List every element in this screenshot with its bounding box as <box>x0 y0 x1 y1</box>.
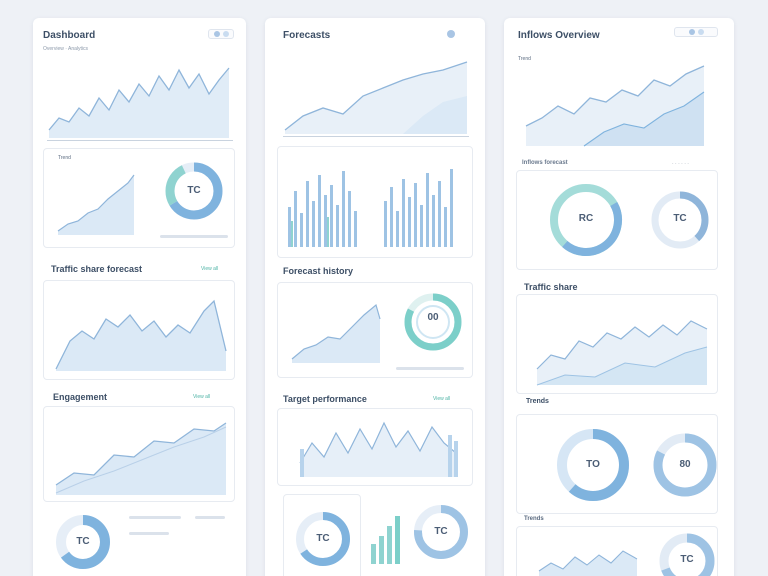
view-all-link[interactable]: View all <box>193 394 211 400</box>
donut-chart-3 <box>404 293 462 351</box>
donut-label: TC <box>76 536 90 547</box>
small-line-chart <box>291 303 381 363</box>
settings-icon[interactable] <box>688 29 695 35</box>
card-inflows <box>516 294 718 394</box>
legend-bar <box>160 235 228 238</box>
panel-title: Inflows Overview <box>518 30 600 41</box>
legend-bar <box>195 516 225 519</box>
panel-column-1: Dashboard Overview · Analytics Trend TC <box>33 18 246 576</box>
donut-label: TC <box>680 554 694 565</box>
view-all-link[interactable]: View all <box>433 396 451 402</box>
donut-chart-7 <box>651 191 709 249</box>
toggle-icon[interactable] <box>222 31 229 37</box>
bar-chart-left <box>288 171 357 247</box>
donut-label: 80 <box>679 459 691 470</box>
card-forecast-history: 00 <box>277 282 473 378</box>
section-title: Inflows forecast <box>522 160 568 166</box>
settings-icon[interactable] <box>213 31 220 37</box>
view-all-link[interactable]: View all <box>201 266 219 272</box>
donut-label: TC <box>316 533 330 544</box>
section-title: Engagement <box>53 392 108 402</box>
panel-controls[interactable] <box>674 27 718 37</box>
donut-label: TC <box>187 185 201 196</box>
line-bar-chart <box>299 421 458 477</box>
line-chart-top <box>48 67 230 138</box>
donut-label: TO <box>586 459 600 470</box>
card-trends: TC <box>516 526 718 576</box>
area-chart-inflows <box>536 320 708 386</box>
axis-line <box>47 140 233 141</box>
panel-title: Forecasts <box>283 30 331 41</box>
section-title: Forecast history <box>283 266 354 276</box>
line-chart-engagement <box>55 422 227 495</box>
donut-label: TC <box>434 526 448 537</box>
card-donuts: RC TC <box>516 170 718 270</box>
panel-subtitle: Overview · Analytics <box>43 46 89 52</box>
toggle-icon[interactable] <box>697 29 704 35</box>
legend-bar <box>129 516 181 519</box>
section-title: Target performance <box>283 394 367 404</box>
donut-chart-5 <box>414 505 468 559</box>
card-engagement <box>43 406 235 502</box>
card-forecast <box>43 280 235 380</box>
donut-chart-9 <box>653 433 717 497</box>
small-line-chart <box>57 174 135 235</box>
card-bar-charts <box>277 146 473 258</box>
axis-line <box>283 136 469 137</box>
donut-chart-8 <box>557 429 629 501</box>
panel-column-3: Inflows Overview Trend Inflows forecast … <box>504 18 734 576</box>
small-area-chart <box>538 550 638 576</box>
donut-chart-6 <box>550 184 622 256</box>
card-subtitle: Trend <box>518 56 531 62</box>
donut-label: TC <box>673 213 687 224</box>
section-title: Traffic share <box>524 282 578 292</box>
panel-title: Dashboard <box>43 30 96 41</box>
panel-controls[interactable] <box>208 29 234 39</box>
donut-chart-4 <box>296 512 350 566</box>
panel-column-2: Forecasts <box>265 18 485 576</box>
donut-label: RC <box>578 213 594 224</box>
donut-chart-2 <box>56 515 110 569</box>
bar-chart-right <box>384 169 453 247</box>
donut-chart-1 <box>165 162 223 220</box>
donut-label: 00 <box>427 312 439 323</box>
legend-label: · · · · · · <box>672 161 689 167</box>
info-icon[interactable] <box>447 30 455 38</box>
line-chart-forecast <box>55 299 227 371</box>
card-subtitle: Trend <box>58 155 71 161</box>
card-target <box>277 408 473 486</box>
donut-chart-10 <box>659 533 715 576</box>
section-title: Traffic share forecast <box>51 264 143 274</box>
section-title: Trends <box>524 516 544 522</box>
legend-bar <box>396 367 464 370</box>
section-title: Trends <box>526 398 549 405</box>
area-chart-top <box>525 65 705 147</box>
card-trend-donut: Trend TC <box>43 148 235 248</box>
legend-bar <box>129 532 169 535</box>
card-traffic-share: TO 80 <box>516 414 718 514</box>
card-donut: TC <box>283 494 361 576</box>
mini-bar-chart <box>371 516 400 564</box>
line-chart-top <box>284 61 468 134</box>
